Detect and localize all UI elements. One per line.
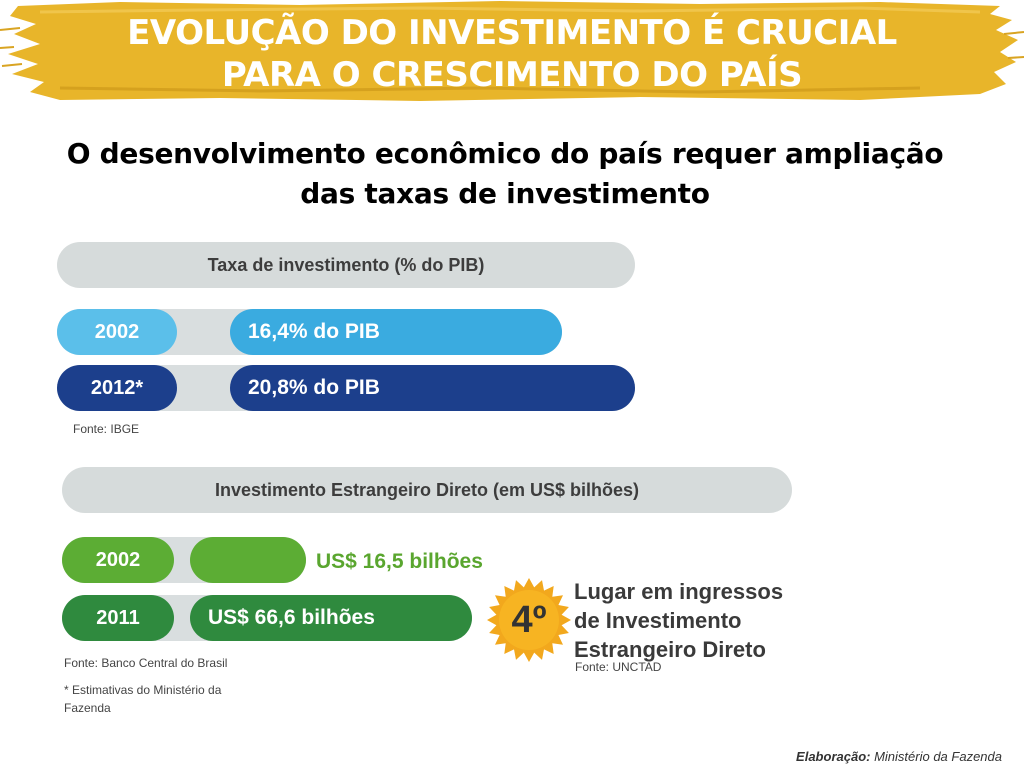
fdi-bar-2011: US$ 66,6 bilhões: [190, 595, 472, 641]
rank-starburst-icon: [487, 578, 571, 662]
fdi-bar-2002: [190, 537, 306, 583]
investment-rate-year-2002: 2002: [57, 309, 177, 355]
rank-line-1: Lugar em ingressos: [574, 579, 784, 604]
fdi-year-2011: 2011: [62, 595, 174, 641]
rank-line-2: de Investimento: [574, 608, 742, 633]
rank-description: Lugar em ingressos de Investimento Estra…: [574, 577, 783, 664]
fdi-note: * Estimativas do Ministério da Fazenda: [64, 681, 221, 717]
investment-rate-bar-2002: 16,4% do PIB: [230, 309, 562, 355]
subtitle: O desenvolvimento econômico do país requ…: [0, 134, 1010, 214]
fdi-note-line-1: * Estimativas do Ministério da: [64, 683, 222, 697]
fdi-source: Fonte: Banco Central do Brasil: [64, 656, 228, 670]
rank-badge: 4º: [511, 598, 547, 641]
banner-title-line-2: PARA O CRESCIMENTO DO PAÍS: [221, 55, 803, 95]
fdi-header: Investimento Estrangeiro Direto (em US$ …: [62, 467, 792, 513]
subtitle-line-2: das taxas de investimento: [300, 177, 710, 210]
fdi-note-line-2: Fazenda: [64, 701, 111, 715]
credit-label: Elaboração:: [796, 749, 871, 764]
fdi-value-2002: US$ 16,5 bilhões: [316, 550, 483, 573]
investment-rate-header: Taxa de investimento (% do PIB): [57, 242, 635, 288]
rank-line-3: Estrangeiro Direto: [574, 637, 766, 662]
investment-rate-year-2012: 2012*: [57, 365, 177, 411]
subtitle-line-1: O desenvolvimento econômico do país requ…: [66, 137, 944, 170]
investment-rate-bar-2012: 20,8% do PIB: [230, 365, 635, 411]
investment-rate-source: Fonte: IBGE: [73, 422, 140, 436]
credit-text: Ministério da Fazenda: [874, 749, 1002, 764]
brush-stroke-background: [0, 1, 1024, 101]
fdi-year-2002: 2002: [62, 537, 174, 583]
banner-title-line-1: EVOLUÇÃO DO INVESTIMENTO É CRUCIAL: [127, 13, 897, 53]
rank-source: Fonte: UNCTAD: [575, 660, 662, 674]
title-banner: EVOLUÇÃO DO INVESTIMENTO É CRUCIAL PARA …: [0, 0, 1024, 108]
credit: Elaboração: Ministério da Fazenda: [796, 749, 1002, 764]
